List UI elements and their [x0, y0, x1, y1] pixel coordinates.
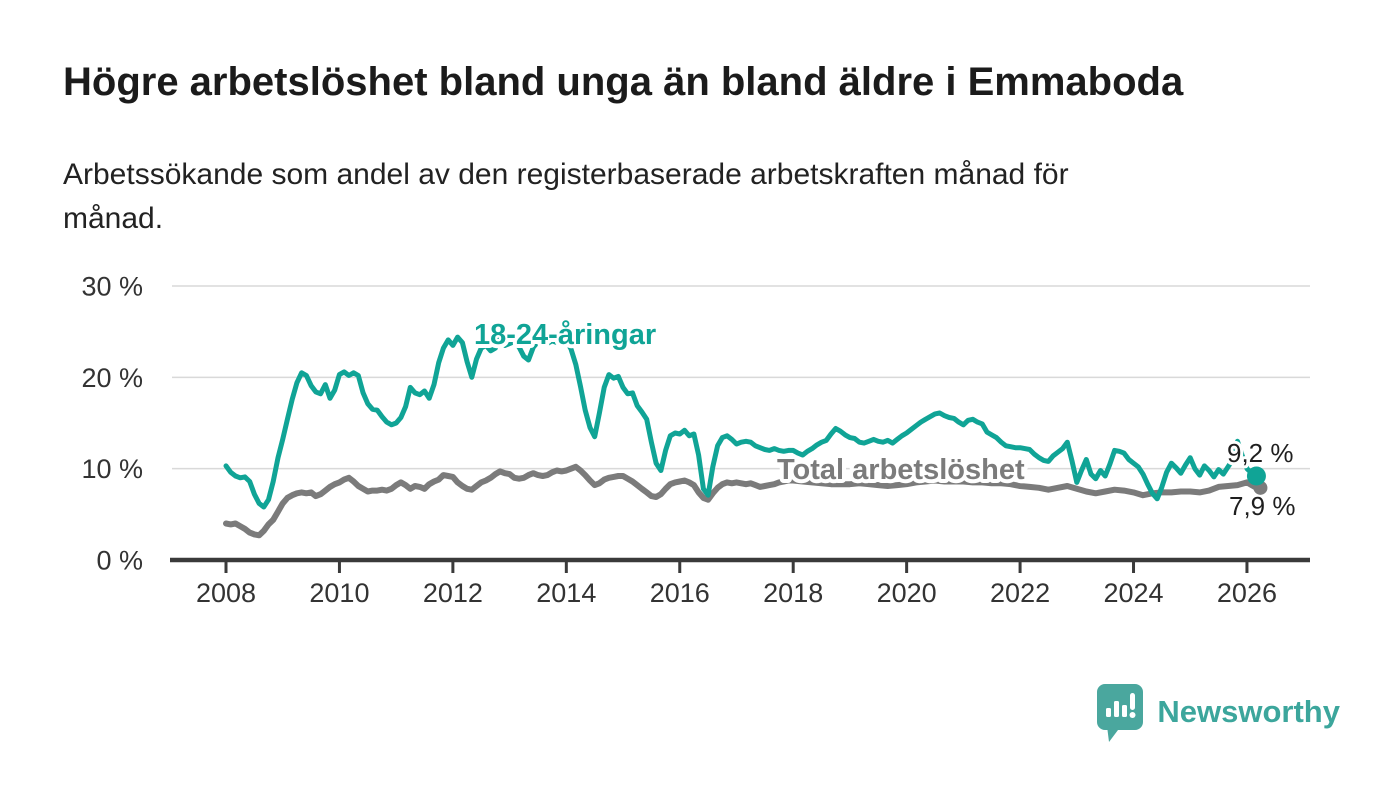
- series-label-youth: 18-24-åringar: [474, 319, 656, 351]
- x-axis-tick-label: 2008: [196, 578, 256, 608]
- x-axis-tick-label: 2012: [423, 578, 483, 608]
- x-axis-tick-label: 2020: [877, 578, 937, 608]
- end-value-label-total: 7,9 %: [1229, 491, 1296, 521]
- newsworthy-logo-text: Newsworthy: [1157, 694, 1340, 729]
- x-axis-tick-label: 2024: [1103, 578, 1163, 608]
- y-axis-tick-label: 10 %: [81, 454, 143, 484]
- x-axis-tick-label: 2026: [1217, 578, 1277, 608]
- x-axis-tick-label: 2018: [763, 578, 823, 608]
- series-label-total: Total arbetslöshet: [777, 454, 1025, 486]
- end-value-label-youth: 9,2 %: [1227, 438, 1294, 468]
- y-axis-tick-label: 0 %: [96, 546, 143, 576]
- series-line-youth: [223, 333, 1259, 510]
- y-axis-tick-label: 30 %: [81, 272, 143, 302]
- chart-title: Högre arbetslöshet bland unga än bland ä…: [63, 60, 1184, 104]
- y-axis-tick-label: 20 %: [81, 363, 143, 393]
- newsworthy-logo: Newsworthy: [1094, 684, 1340, 742]
- x-axis-tick-label: 2010: [309, 578, 369, 608]
- x-axis-tick-label: 2016: [650, 578, 710, 608]
- bar-chart-speech-bubble-icon: [1097, 684, 1144, 742]
- chart-subtitle: Arbetssökande som andel av den registerb…: [63, 158, 1069, 236]
- x-axis-tick-label: 2022: [990, 578, 1050, 608]
- end-dot-youth: [1246, 466, 1266, 486]
- x-axis-tick-label: 2014: [536, 578, 596, 608]
- series-line-total: [223, 463, 1260, 539]
